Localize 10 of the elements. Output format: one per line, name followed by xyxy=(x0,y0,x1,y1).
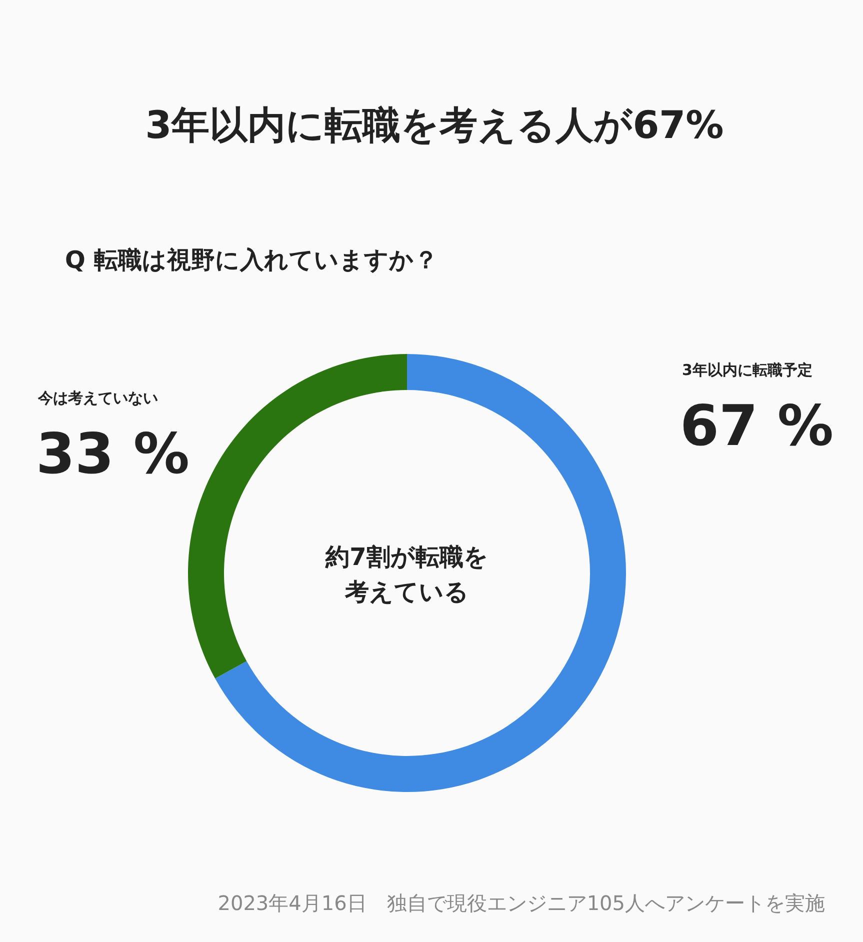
text: 2023年4月16日 独自で現役エンジニア105人へアンケートを実施 xyxy=(218,891,825,915)
slice-label: 3年以内に転職予定 xyxy=(682,361,812,379)
chart-subtitle: Q 転職は視野に入れていますか？ xyxy=(65,246,438,274)
slice-label: 今は考えていない xyxy=(37,389,158,407)
chart-title: 3年以内に転職を考える人が67% xyxy=(145,103,724,147)
data-label: 33 % xyxy=(36,422,190,487)
text: 約7割が転職を xyxy=(324,543,488,571)
text: 考えている xyxy=(344,578,469,606)
donut-slice xyxy=(215,354,626,792)
data-label: 67 % xyxy=(680,394,834,459)
